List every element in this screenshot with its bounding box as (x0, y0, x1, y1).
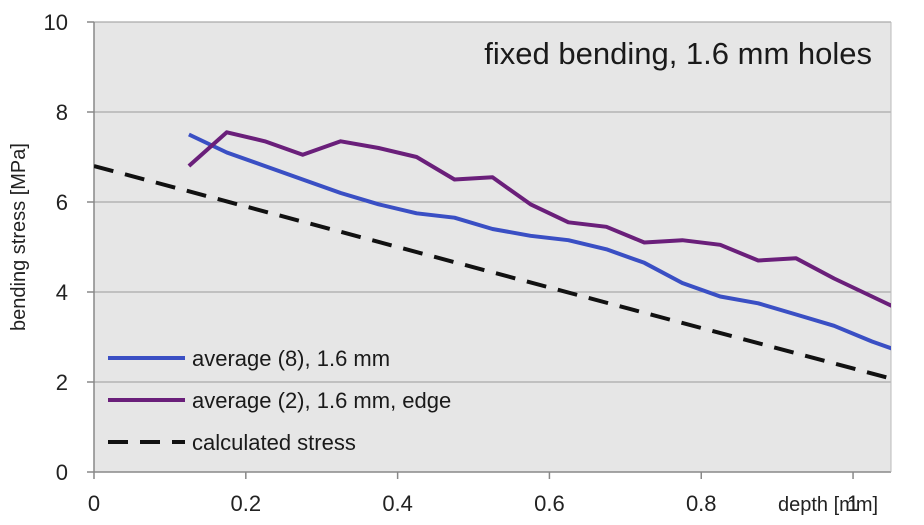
y-tick-label-5: 10 (44, 10, 68, 35)
x-tick-label-4: 0.8 (686, 491, 717, 516)
x-tick-label-1: 0.2 (231, 491, 262, 516)
x-tick-label-5: 1 (847, 491, 859, 516)
y-axis-label: bending stress [MPa] (8, 143, 30, 331)
axes (87, 21, 892, 479)
series-group (94, 130, 891, 381)
y-tick-label-0: 0 (56, 460, 68, 485)
legend-label-average-2-edge: average (2), 1.6 mm, edge (192, 388, 451, 413)
x-tick-label-3: 0.6 (534, 491, 565, 516)
series-calculated-stress-line (94, 164, 891, 381)
y-tick-label-4: 8 (56, 100, 68, 125)
legend: average (8), 1.6 mm average (2), 1.6 mm,… (108, 346, 451, 455)
x-tick-label-2: 0.4 (382, 491, 413, 516)
x-tick-labels: 0 0.2 0.4 0.6 0.8 1 (88, 491, 859, 516)
legend-label-calculated-stress: calculated stress (192, 430, 356, 455)
y-tick-labels: 0 2 4 6 8 10 (44, 10, 68, 485)
chart-title: fixed bending, 1.6 mm holes (484, 36, 872, 71)
x-axis-label: depth [mm] (778, 494, 878, 516)
x-tick-label-0: 0 (88, 491, 100, 516)
y-tick-label-3: 6 (56, 190, 68, 215)
y-tick-label-1: 2 (56, 370, 68, 395)
series-average-2-edge-line (187, 130, 891, 308)
series-average-8-line (188, 132, 891, 351)
legend-label-average-8: average (8), 1.6 mm (192, 346, 390, 371)
plot-background (94, 22, 891, 472)
y-tick-label-2: 4 (56, 280, 68, 305)
